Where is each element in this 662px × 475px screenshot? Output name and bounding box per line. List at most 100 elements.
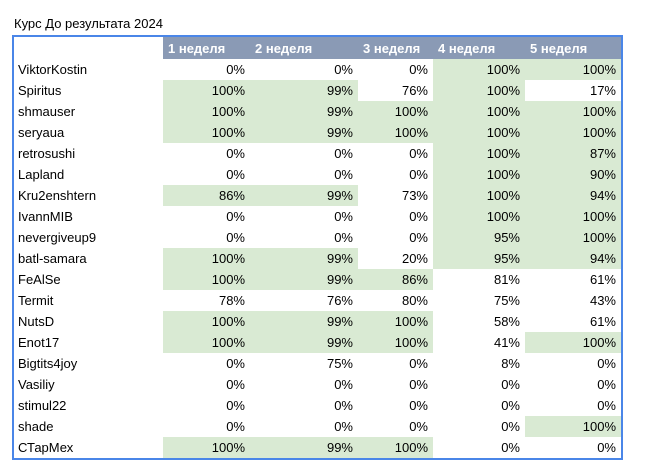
participant-name-cell[interactable]: Enot17	[12, 332, 163, 353]
week-5-value-cell[interactable]: 43%	[525, 290, 623, 311]
week-2-value-cell[interactable]: 99%	[250, 311, 358, 332]
week-1-value-cell[interactable]: 78%	[218, 293, 245, 308]
week-1-value-cell[interactable]: 0%	[226, 62, 245, 77]
participant-name-cell[interactable]: IvannMIB	[12, 206, 163, 227]
week-2-value-cell[interactable]: 99%	[250, 101, 358, 122]
week-5-value-cell[interactable]: 0%	[525, 353, 623, 374]
week-4-value-cell[interactable]: 0%	[501, 398, 520, 413]
participant-name-cell[interactable]: batl-samara	[12, 248, 163, 269]
header-cell-name[interactable]	[12, 35, 163, 59]
week-3-value-cell[interactable]: 100%	[358, 101, 433, 122]
week-2-value-cell[interactable]: 0%	[334, 209, 353, 224]
week-1-value-cell[interactable]: 100%	[163, 332, 250, 353]
week-2-value-cell[interactable]: 0%	[334, 62, 353, 77]
week-5-value-cell[interactable]: 17%	[525, 80, 623, 101]
week-2-value-cell[interactable]: 99%	[250, 80, 358, 101]
week-2-value-cell[interactable]: 0%	[334, 167, 353, 182]
week-4-value-cell[interactable]: 100%	[433, 143, 525, 164]
week-4-value-cell[interactable]: 100%	[433, 101, 525, 122]
participant-name-cell[interactable]: shade	[12, 416, 163, 437]
week-1-value-cell[interactable]: 100%	[163, 248, 250, 269]
participant-name-cell[interactable]: Termit	[12, 290, 163, 311]
week-5-value-cell[interactable]: 61%	[525, 311, 623, 332]
week-4-value-cell[interactable]: 41%	[493, 335, 520, 350]
participant-name-cell[interactable]: FeAlSe	[12, 269, 163, 290]
participant-name-cell[interactable]: ViktorKostin	[12, 59, 163, 80]
participant-name-cell[interactable]: shmauser	[12, 101, 163, 122]
week-2-value-cell[interactable]: 75%	[326, 356, 353, 371]
header-cell-week2[interactable]: 2 неделя	[250, 35, 358, 59]
week-3-value-cell[interactable]: 100%	[358, 332, 433, 353]
header-cell-week5[interactable]: 5 неделя	[525, 35, 623, 59]
week-2-value-cell[interactable]: 99%	[250, 332, 358, 353]
week-3-value-cell[interactable]: 0%	[409, 419, 428, 434]
week-3-value-cell[interactable]: 73%	[401, 188, 428, 203]
week-2-value-cell[interactable]: 99%	[250, 185, 358, 206]
week-3-value-cell[interactable]: 0%	[409, 146, 428, 161]
header-cell-week3[interactable]: 3 неделя	[358, 35, 433, 59]
participant-name-cell[interactable]: stimul22	[12, 395, 163, 416]
week-3-value-cell[interactable]: 80%	[401, 293, 428, 308]
week-5-value-cell[interactable]: 0%	[525, 395, 623, 416]
week-1-value-cell[interactable]: 0%	[226, 356, 245, 371]
week-3-value-cell[interactable]: 0%	[409, 209, 428, 224]
week-1-value-cell[interactable]: 0%	[226, 167, 245, 182]
week-5-value-cell[interactable]: 90%	[525, 164, 623, 185]
week-2-value-cell[interactable]: 99%	[250, 122, 358, 143]
week-2-value-cell[interactable]: 0%	[334, 398, 353, 413]
header-cell-week4[interactable]: 4 неделя	[433, 35, 525, 59]
week-3-value-cell[interactable]: 86%	[358, 269, 433, 290]
week-4-value-cell[interactable]: 58%	[493, 314, 520, 329]
week-3-value-cell[interactable]: 100%	[358, 122, 433, 143]
participant-name-cell[interactable]: Vasiliy	[12, 374, 163, 395]
week-3-value-cell[interactable]: 76%	[401, 83, 428, 98]
week-5-value-cell[interactable]: 100%	[525, 206, 623, 227]
week-2-value-cell[interactable]: 99%	[250, 437, 358, 460]
week-4-value-cell[interactable]: 8%	[501, 356, 520, 371]
participant-name-cell[interactable]: NutsD	[12, 311, 163, 332]
week-2-value-cell[interactable]: 99%	[250, 248, 358, 269]
header-cell-week1[interactable]: 1 неделя	[163, 35, 250, 59]
week-2-value-cell[interactable]: 0%	[334, 419, 353, 434]
week-5-value-cell[interactable]: 61%	[525, 269, 623, 290]
participant-name-cell[interactable]: nevergiveup9	[12, 227, 163, 248]
week-3-value-cell[interactable]: 20%	[401, 251, 428, 266]
week-2-value-cell[interactable]: 0%	[334, 230, 353, 245]
participant-name-cell[interactable]: Kru2enshtern	[12, 185, 163, 206]
week-4-value-cell[interactable]: 100%	[433, 206, 525, 227]
week-5-value-cell[interactable]: 87%	[525, 143, 623, 164]
week-1-value-cell[interactable]: 100%	[163, 311, 250, 332]
week-5-value-cell[interactable]: 0%	[525, 437, 623, 460]
week-4-value-cell[interactable]: 75%	[493, 293, 520, 308]
week-5-value-cell[interactable]: 94%	[525, 248, 623, 269]
week-3-value-cell[interactable]: 100%	[358, 311, 433, 332]
week-3-value-cell[interactable]: 0%	[409, 398, 428, 413]
week-2-value-cell[interactable]: 76%	[326, 293, 353, 308]
participant-name-cell[interactable]: Bigtits4joy	[12, 353, 163, 374]
week-2-value-cell[interactable]: 99%	[250, 269, 358, 290]
week-1-value-cell[interactable]: 0%	[226, 146, 245, 161]
week-1-value-cell[interactable]: 100%	[163, 101, 250, 122]
week-4-value-cell[interactable]: 95%	[433, 248, 525, 269]
participant-name-cell[interactable]: seryaua	[12, 122, 163, 143]
week-1-value-cell[interactable]: 0%	[226, 209, 245, 224]
week-4-value-cell[interactable]: 95%	[433, 227, 525, 248]
week-4-value-cell[interactable]: 81%	[493, 272, 520, 287]
week-5-value-cell[interactable]: 100%	[525, 227, 623, 248]
week-4-value-cell[interactable]: 100%	[433, 164, 525, 185]
week-1-value-cell[interactable]: 0%	[226, 377, 245, 392]
week-2-value-cell[interactable]: 0%	[334, 377, 353, 392]
week-5-value-cell[interactable]: 94%	[525, 185, 623, 206]
week-5-value-cell[interactable]: 100%	[525, 101, 623, 122]
week-3-value-cell[interactable]: 0%	[409, 230, 428, 245]
week-3-value-cell[interactable]: 0%	[409, 356, 428, 371]
week-5-value-cell[interactable]: 100%	[525, 59, 623, 80]
week-3-value-cell[interactable]: 0%	[409, 377, 428, 392]
week-1-value-cell[interactable]: 86%	[163, 185, 250, 206]
week-1-value-cell[interactable]: 100%	[163, 437, 250, 460]
week-5-value-cell[interactable]: 0%	[525, 374, 623, 395]
week-1-value-cell[interactable]: 0%	[226, 398, 245, 413]
week-3-value-cell[interactable]: 100%	[358, 437, 433, 460]
week-1-value-cell[interactable]: 0%	[226, 230, 245, 245]
week-5-value-cell[interactable]: 100%	[525, 416, 623, 437]
